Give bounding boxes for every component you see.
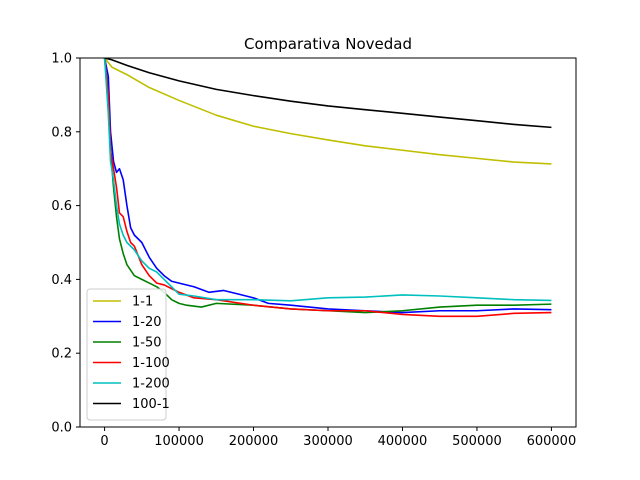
x-tick-label: 100000 [154, 434, 204, 449]
y-tick-label: 0.4 [51, 273, 72, 288]
legend-label-1-50: 1-50 [132, 336, 162, 351]
y-tick-label: 0.6 [51, 199, 72, 214]
x-tick-label: 0 [100, 434, 108, 449]
x-tick-label: 500000 [452, 434, 502, 449]
axes-layer: 0 100000 200000 300000 400000 500000 600000 0.0… [51, 52, 577, 449]
series-line-1-100 [103, 58, 552, 318]
y-tick-label: 1.0 [51, 52, 72, 67]
y-tick-label: 0.0 [51, 421, 72, 436]
legend-label-1-200: 1-200 [132, 377, 170, 392]
legend-label-1-20: 1-20 [132, 315, 162, 330]
series-layer [103, 58, 552, 318]
legend-label-1-100: 1-100 [132, 356, 170, 371]
chart-title: Comparativa Novedad [244, 35, 412, 53]
x-tick-label: 600000 [527, 434, 577, 449]
legend-label-100-1: 100-1 [132, 397, 170, 412]
legend: 1-1 1-20 1-50 1-100 1-200 100-1 [86, 288, 170, 421]
x-tick-label: 300000 [303, 434, 353, 449]
legend-label-1-1: 1-1 [132, 295, 153, 310]
y-tick-label: 0.2 [51, 347, 72, 362]
x-tick-label: 400000 [378, 434, 428, 449]
y-tick-label: 0.8 [51, 125, 72, 140]
series-line-1-50 [103, 58, 552, 314]
x-tick-label: 200000 [229, 434, 279, 449]
series-line-1-1 [103, 58, 552, 165]
series-line-100-1 [104, 58, 552, 129]
series-line-1-200 [103, 58, 552, 302]
